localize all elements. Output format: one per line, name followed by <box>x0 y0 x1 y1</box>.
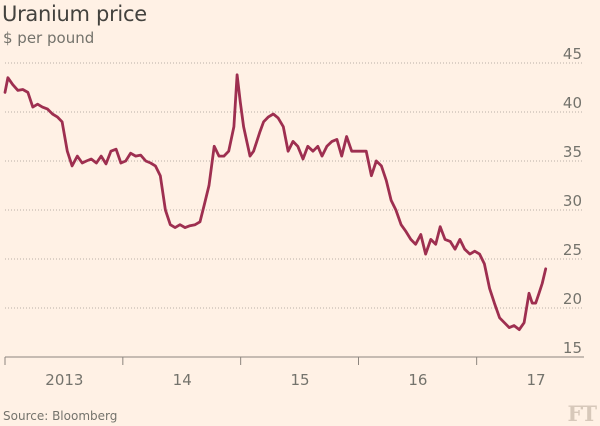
grid-lines <box>5 62 584 309</box>
y-tick-label-20: 20 <box>563 290 582 308</box>
y-tick-label-40: 40 <box>563 94 582 112</box>
x-tick-label-16: 16 <box>408 371 427 389</box>
x-axis-labels: 2013 14 15 16 17 <box>45 371 545 389</box>
y-tick-label-45: 45 <box>563 45 582 63</box>
series-layer <box>3 73 548 332</box>
y-tick-label-15: 15 <box>563 339 582 357</box>
source-note: Source: Bloomberg <box>3 409 118 423</box>
x-tick-label-2013: 2013 <box>45 371 83 389</box>
x-tick-label-17: 17 <box>527 371 546 389</box>
y-tick-label-25: 25 <box>563 241 582 259</box>
y-tick-label-30: 30 <box>563 192 582 210</box>
x-tick-label-15: 15 <box>291 371 310 389</box>
y-tick-label-35: 35 <box>563 143 582 161</box>
chart-title: Uranium price <box>2 2 147 26</box>
series-line-uranium-price <box>3 73 548 332</box>
ft-logo: FT <box>567 401 597 426</box>
chart-subtitle: $ per pound <box>3 29 95 47</box>
x-tick-label-14: 14 <box>173 371 192 389</box>
x-axis <box>4 356 584 365</box>
y-axis-labels: 15 20 25 30 35 40 45 <box>563 45 582 357</box>
